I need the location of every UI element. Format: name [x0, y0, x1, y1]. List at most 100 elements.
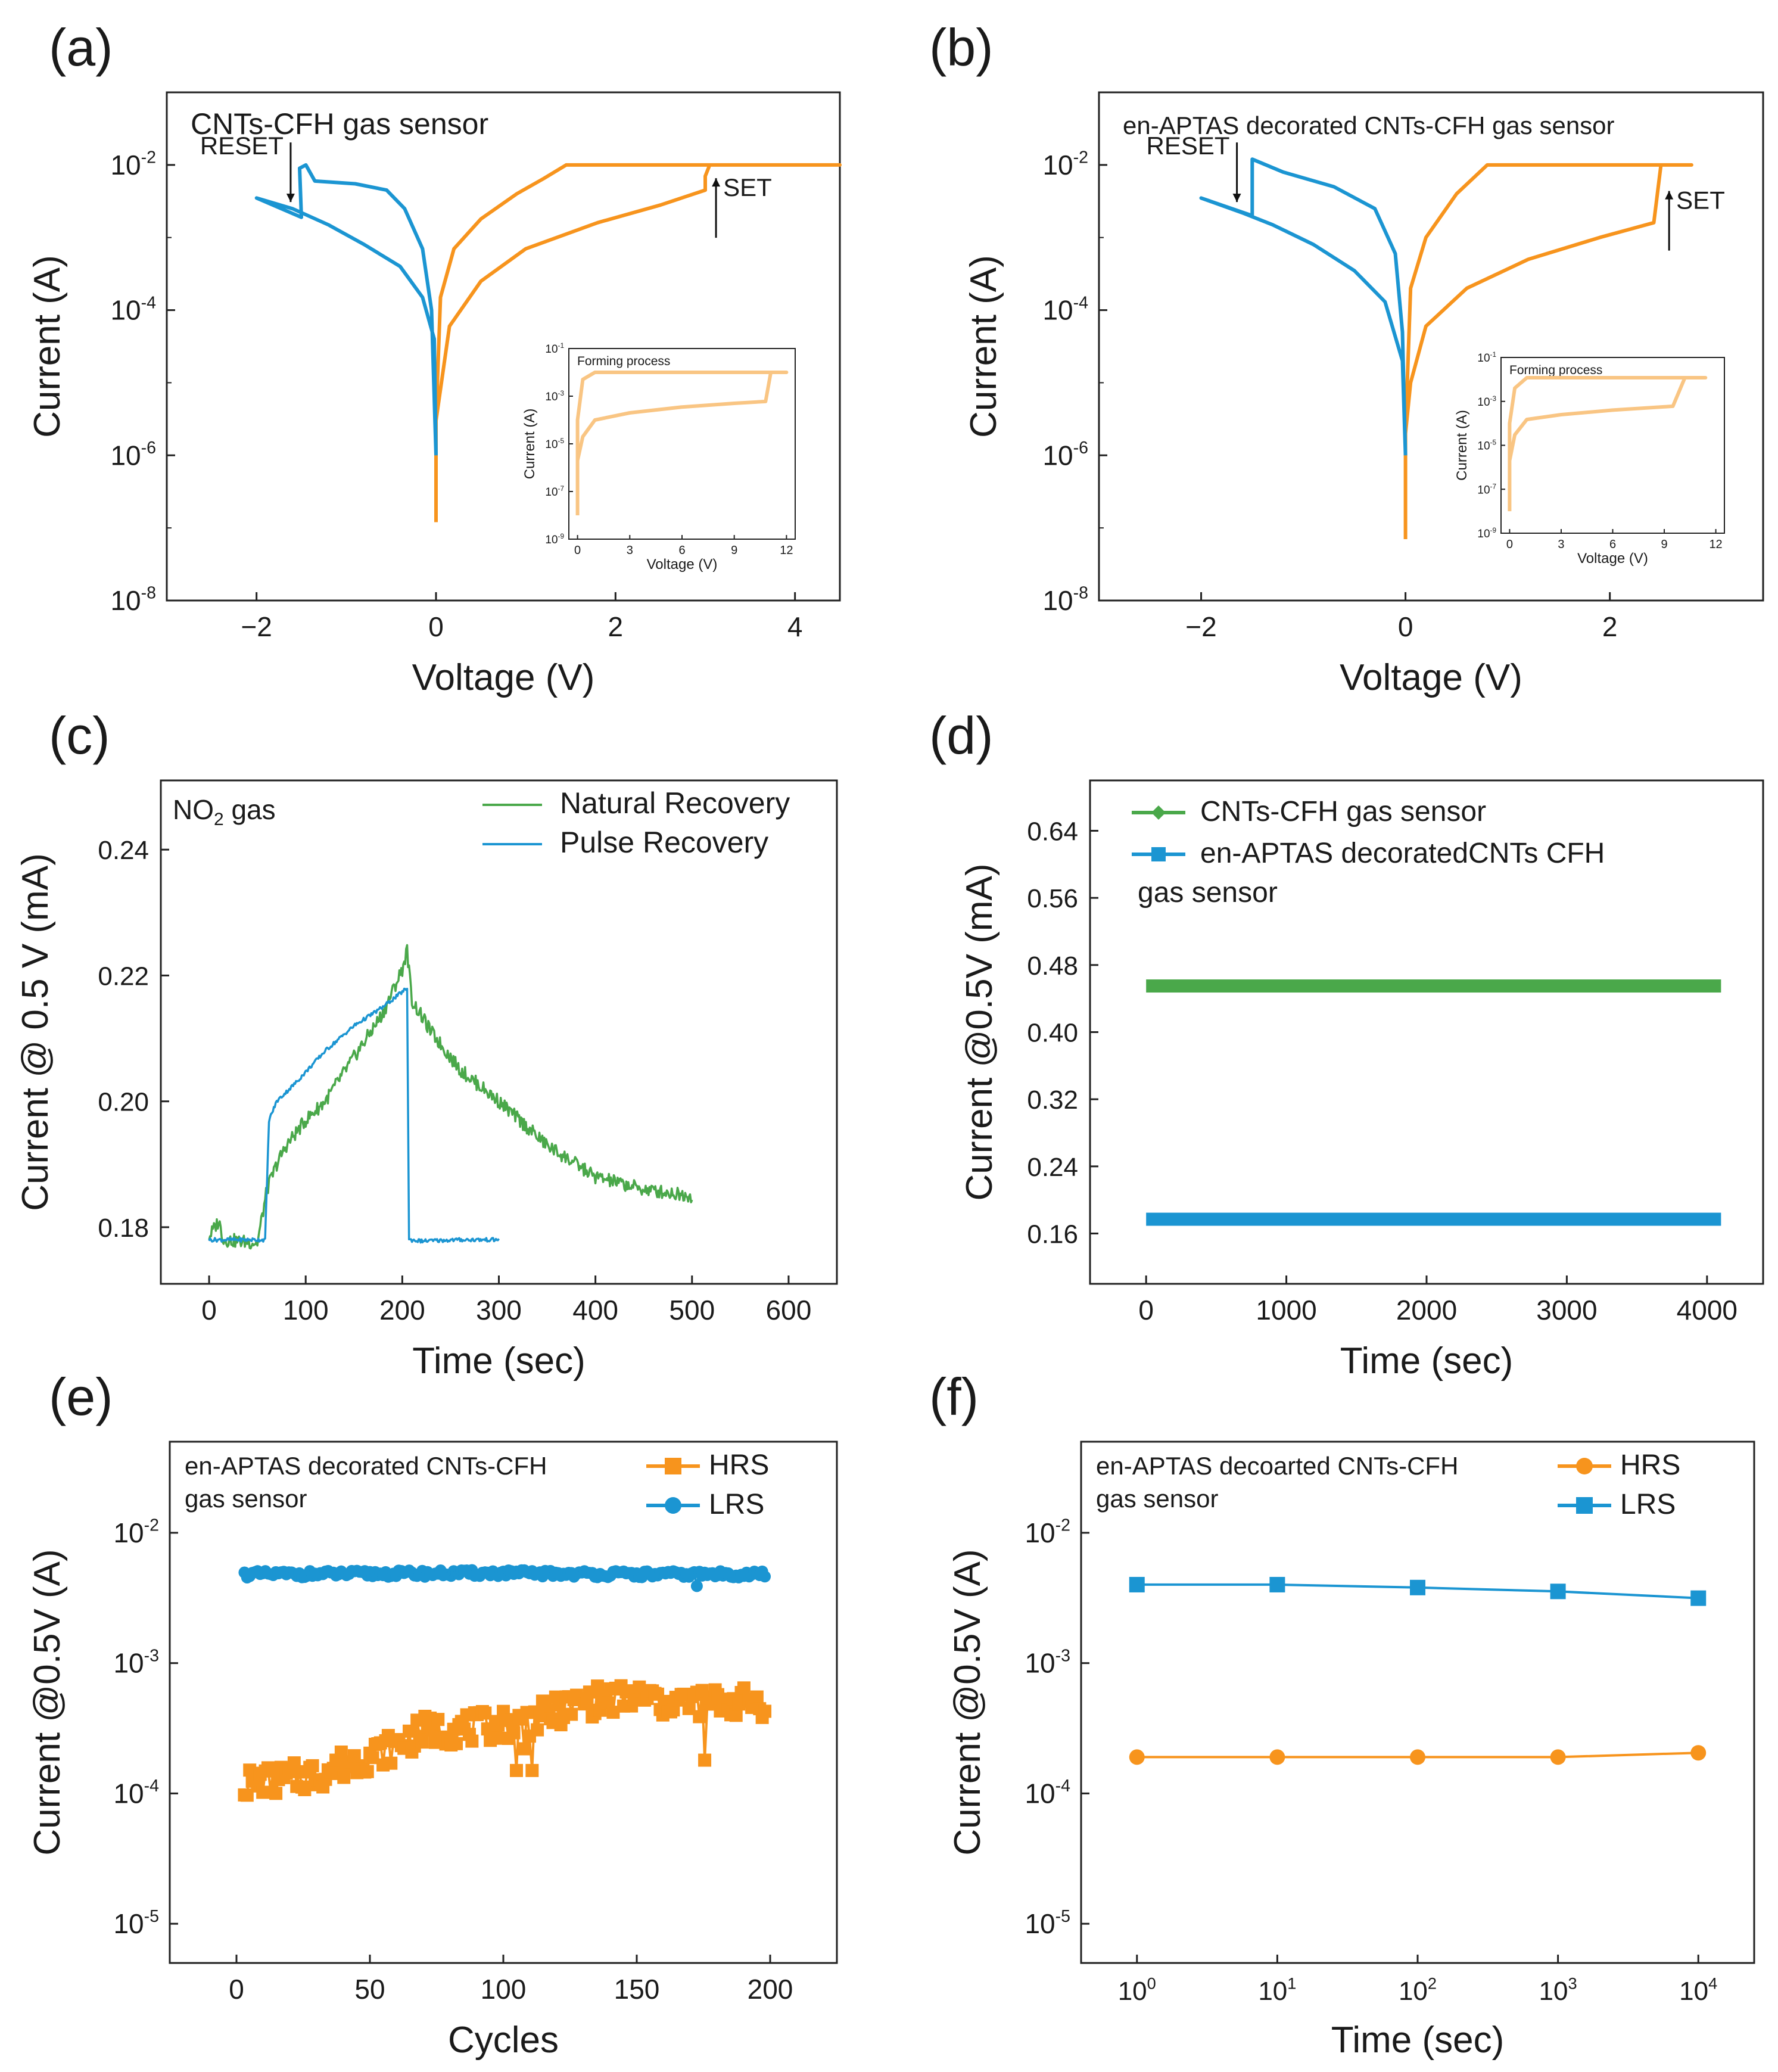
- tick-base: 10: [1477, 528, 1490, 540]
- y-tick-label: 10-2: [113, 1516, 159, 1548]
- tick-base: 10: [113, 1517, 144, 1548]
- tick-exponent: -3: [1055, 1646, 1070, 1665]
- x-tick-label: 102: [1399, 1974, 1437, 2006]
- data-point-hrs: [693, 1710, 706, 1723]
- inset-forming-line: [575, 371, 789, 515]
- tick-exponent: -3: [558, 390, 565, 397]
- data-point-lrs: [1129, 1576, 1145, 1592]
- tick-base: 10: [1042, 585, 1073, 616]
- tick-base: 10: [1042, 440, 1073, 471]
- y-tick-label: 10-8: [1042, 584, 1088, 616]
- y-axis-label: Current @0.5V (mA): [959, 864, 1000, 1201]
- tick-exponent: -7: [1490, 483, 1496, 490]
- inset-y-tick-label: 10-7: [1477, 483, 1496, 496]
- y-tick-label: 10-2: [110, 148, 156, 181]
- y-tick-label: 0.40: [1027, 1019, 1078, 1048]
- x-tick-label: −2: [1185, 611, 1216, 642]
- tick-exponent: -2: [1055, 1516, 1070, 1535]
- annotation-reset: RESET: [200, 132, 284, 160]
- plot-frame: [1098, 91, 1764, 602]
- data-point-hrs: [337, 1771, 351, 1784]
- inset-y-tick-label: 10-5: [1477, 439, 1496, 453]
- tick-base: 10: [1477, 352, 1490, 365]
- series-blue-line: [254, 163, 438, 456]
- x-tick-label: 0: [1398, 611, 1413, 642]
- x-tick-label: 2000: [1396, 1295, 1457, 1326]
- data-point-hrs: [509, 1763, 523, 1777]
- inset-y-tick-label: 10-7: [545, 485, 564, 499]
- y-tick-label: 10-2: [1042, 148, 1088, 181]
- data-point-hrs: [415, 1735, 429, 1749]
- tick-exponent: -5: [1490, 439, 1497, 447]
- title-tail: gas: [224, 794, 276, 825]
- data-point-hrs: [507, 1726, 521, 1740]
- tick-exponent: -1: [558, 342, 564, 350]
- y-tick-label: 0.32: [1027, 1085, 1078, 1115]
- tick-exponent: -9: [558, 533, 564, 540]
- tick-exponent: 4: [1708, 1974, 1717, 1993]
- plot-frame: [166, 91, 841, 602]
- y-tick-label: 10-8: [110, 584, 156, 616]
- data-point-hrs: [478, 1706, 492, 1720]
- tick-base: 10: [1025, 1648, 1055, 1679]
- legend-label: HRS: [709, 1449, 769, 1481]
- chart-title: en-APTAS decoarted CNTs-CFH: [1096, 1452, 1458, 1480]
- tick-exponent: -3: [1490, 395, 1497, 403]
- data-point-hrs: [1550, 1749, 1566, 1765]
- tick-exponent: -5: [558, 437, 565, 445]
- inset-x-tick-label: 12: [1709, 538, 1722, 551]
- data-point-hrs: [758, 1704, 772, 1718]
- data-point-hrs: [518, 1742, 531, 1756]
- set-arrow-head: [1665, 191, 1674, 200]
- inset-y-tick-label: 10-3: [1477, 395, 1496, 409]
- tick-exponent: -8: [141, 584, 156, 603]
- series-green-band: [1146, 979, 1721, 993]
- data-point-lrs: [1269, 1576, 1285, 1592]
- series-blue-line: [1199, 157, 1408, 456]
- annotation-reset: RESET: [1147, 132, 1230, 160]
- data-point-lrs: [1410, 1579, 1425, 1595]
- x-tick-label: 0: [229, 1974, 244, 2005]
- data-point-hrs: [698, 1753, 712, 1767]
- tick-exponent: -5: [1055, 1907, 1070, 1926]
- legend-marker: [1151, 805, 1166, 820]
- tick-base: 10: [1025, 1517, 1055, 1548]
- data-point-hrs: [565, 1707, 578, 1721]
- data-point-hrs: [334, 1745, 348, 1759]
- legend-marker: [1151, 847, 1166, 861]
- x-tick-label: 200: [379, 1295, 425, 1326]
- tick-base: 10: [110, 585, 141, 616]
- tick-exponent: 3: [1568, 1974, 1577, 1993]
- x-tick-label: 0: [201, 1295, 217, 1326]
- panel-c: 0 100 200 300 400 500 600 0.18 0.20 0.22 0.24 Time …: [15, 706, 838, 1382]
- y-tick-label: 0.56: [1027, 884, 1078, 913]
- tick-base: 10: [1025, 1908, 1055, 1939]
- tick-base: 10: [113, 1648, 144, 1679]
- tick-exponent: -2: [141, 148, 156, 167]
- legend-label: Natural Recovery: [560, 786, 790, 820]
- legend-marker: [665, 1458, 681, 1474]
- panel-label: (e): [49, 1367, 113, 1426]
- chart-title-line2: gas sensor: [1096, 1485, 1218, 1513]
- data-point-hrs: [1410, 1749, 1425, 1765]
- x-axis-label: Time (sec): [1331, 2020, 1504, 2061]
- data-point-lrs: [690, 1580, 703, 1592]
- y-tick-label: 0.16: [1027, 1220, 1078, 1249]
- data-point-hrs: [525, 1763, 539, 1777]
- y-tick-label: 10-5: [113, 1907, 159, 1939]
- x-tick-label: 100: [283, 1295, 329, 1326]
- panel-label: (b): [929, 18, 994, 77]
- panel-label: (f): [929, 1367, 979, 1426]
- tick-exponent: -3: [144, 1646, 159, 1665]
- set-arrow-head: [712, 178, 721, 187]
- tick-base: 10: [1399, 1977, 1428, 2006]
- inset-y-axis-label: Current (A): [522, 409, 538, 480]
- data-point-hrs: [298, 1783, 312, 1797]
- inset-x-tick-label: 6: [678, 544, 685, 557]
- series-green-line: [208, 944, 693, 1250]
- legend-label: en-APTAS decoratedCNTs CFH: [1200, 838, 1605, 869]
- tick-base: 10: [1042, 295, 1073, 326]
- x-axis-label: Time (sec): [412, 1340, 585, 1382]
- data-point-hrs: [360, 1765, 374, 1778]
